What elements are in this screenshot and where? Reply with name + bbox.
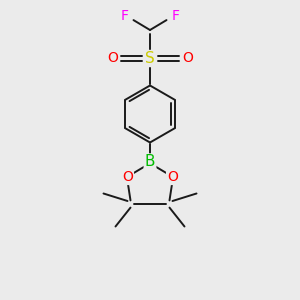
Text: O: O bbox=[167, 170, 178, 184]
Text: O: O bbox=[122, 170, 133, 184]
Text: O: O bbox=[107, 52, 118, 65]
Text: S: S bbox=[145, 51, 155, 66]
Text: F: F bbox=[172, 10, 179, 23]
Text: F: F bbox=[121, 10, 128, 23]
Text: B: B bbox=[145, 154, 155, 169]
Text: O: O bbox=[182, 52, 193, 65]
